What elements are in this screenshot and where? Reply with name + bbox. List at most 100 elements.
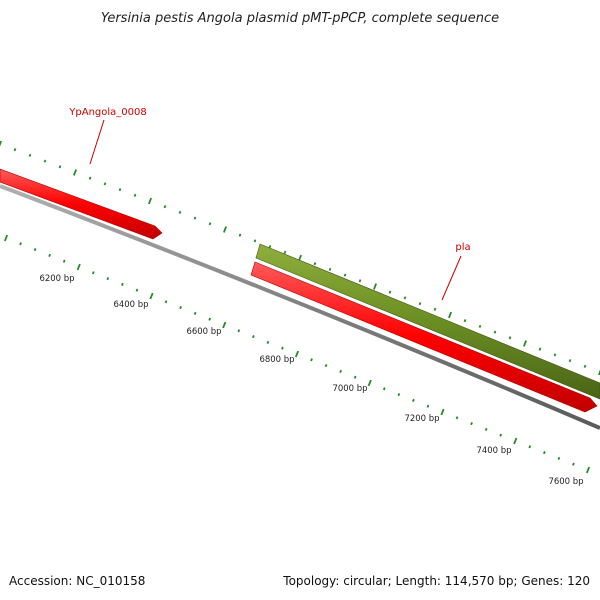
inner-minor-tick <box>353 375 357 379</box>
inner-minor-tick <box>252 335 255 339</box>
outer-minor-tick <box>343 273 347 277</box>
inner-minor-tick <box>455 416 459 420</box>
inner-major-tick <box>513 437 518 445</box>
outer-tick-track <box>0 140 600 376</box>
outer-minor-tick <box>268 245 272 249</box>
inner-tick-track <box>3 234 591 474</box>
accession-text: Accession: NC_010158 <box>9 574 145 588</box>
inner-minor-tick <box>499 433 503 437</box>
gene-label-ypangola-0008: YpAngola_0008 <box>68 107 146 118</box>
outer-minor-tick <box>493 330 497 334</box>
inner-major-tick <box>294 350 300 358</box>
outer-major-tick <box>0 140 2 147</box>
outer-minor-tick <box>568 359 572 363</box>
inner-major-tick <box>440 408 445 416</box>
inner-minor-tick <box>324 364 328 368</box>
outer-major-tick <box>598 369 600 376</box>
outer-minor-tick <box>328 267 332 271</box>
gene-label-pla: pla <box>455 242 470 253</box>
inner-minor-tick <box>62 259 66 263</box>
outer-minor-tick <box>418 302 422 306</box>
inner-minor-tick <box>164 300 168 304</box>
inner-minor-tick <box>19 242 22 246</box>
outer-minor-tick <box>208 222 212 226</box>
inner-minor-tick <box>237 329 241 333</box>
outer-major-tick <box>223 226 227 233</box>
inner-minor-tick <box>572 462 575 466</box>
sequence-backbone <box>0 184 600 430</box>
inner-minor-tick <box>339 369 342 373</box>
outer-minor-tick <box>253 239 257 243</box>
outer-minor-tick <box>313 262 317 266</box>
inner-minor-tick <box>310 358 313 362</box>
outer-minor-tick <box>538 347 542 351</box>
inner-minor-tick <box>48 253 51 257</box>
inner-minor-tick <box>281 346 284 350</box>
outer-minor-tick <box>13 148 17 152</box>
inner-major-tick <box>3 234 9 242</box>
inner-minor-tick <box>543 451 546 455</box>
inner-minor-tick <box>179 306 182 310</box>
sequence-stats-text: Topology: circular; Length: 114,570 bp; … <box>282 574 590 588</box>
outer-minor-tick <box>508 336 512 340</box>
inner-minor-tick <box>557 456 561 460</box>
inner-minor-tick <box>484 427 488 431</box>
outer-major-tick <box>73 169 77 176</box>
outer-minor-tick <box>403 296 407 300</box>
axis-label-7200: 7200 bp <box>404 414 439 424</box>
inner-minor-tick <box>382 387 386 391</box>
outer-major-tick <box>523 340 527 347</box>
inner-minor-tick <box>106 277 110 281</box>
outer-minor-tick <box>178 210 182 214</box>
inner-minor-tick <box>91 271 95 275</box>
axis-label-6400: 6400 bp <box>113 300 148 310</box>
inner-minor-tick <box>121 282 124 286</box>
outer-minor-tick <box>238 233 242 237</box>
inner-major-tick <box>367 379 372 387</box>
inner-minor-tick <box>470 422 473 426</box>
inner-minor-tick <box>266 340 270 344</box>
inner-minor-tick <box>193 311 197 315</box>
axis-label-6200: 6200 bp <box>39 274 74 284</box>
outer-minor-tick <box>583 364 587 368</box>
outer-minor-tick <box>58 165 62 169</box>
cds-feature-pla[interactable] <box>255 243 600 400</box>
inner-minor-tick <box>33 248 37 252</box>
outer-minor-tick <box>358 279 362 283</box>
inner-major-tick <box>149 292 154 300</box>
inner-minor-tick <box>528 445 532 449</box>
outer-major-tick <box>148 197 152 205</box>
outer-minor-tick <box>553 353 557 357</box>
outer-minor-tick <box>103 182 107 186</box>
gene-ypangola-0008[interactable] <box>0 168 163 240</box>
inner-minor-tick <box>397 393 401 397</box>
axis-label-6600: 6600 bp <box>186 327 221 337</box>
outer-minor-tick <box>478 324 482 328</box>
axis-label-7600: 7600 bp <box>548 477 583 487</box>
inner-major-tick <box>222 321 227 329</box>
label-line-pla <box>441 255 462 301</box>
inner-minor-tick <box>208 317 212 321</box>
outer-minor-tick <box>283 250 287 254</box>
outer-major-tick <box>448 311 452 319</box>
outer-major-tick <box>373 283 377 290</box>
map-title: Yersinia pestis Angola plasmid pMT-pPCP,… <box>101 11 499 26</box>
outer-minor-tick <box>88 176 92 180</box>
outer-minor-tick <box>118 188 122 192</box>
inner-major-tick <box>585 466 591 474</box>
outer-minor-tick <box>133 193 137 197</box>
axis-label-6800: 6800 bp <box>259 355 294 365</box>
axis-label-7000: 7000 bp <box>332 384 367 394</box>
outer-minor-tick <box>433 307 437 311</box>
outer-minor-tick <box>163 205 167 209</box>
inner-minor-tick <box>412 398 415 402</box>
gene-pla[interactable] <box>250 261 598 413</box>
outer-minor-tick <box>388 290 392 294</box>
outer-minor-tick <box>28 153 32 157</box>
axis-label-7400: 7400 bp <box>476 446 511 456</box>
inner-minor-tick <box>135 288 139 292</box>
outer-minor-tick <box>193 216 197 220</box>
inner-major-tick <box>76 263 81 271</box>
outer-minor-tick <box>463 319 467 323</box>
